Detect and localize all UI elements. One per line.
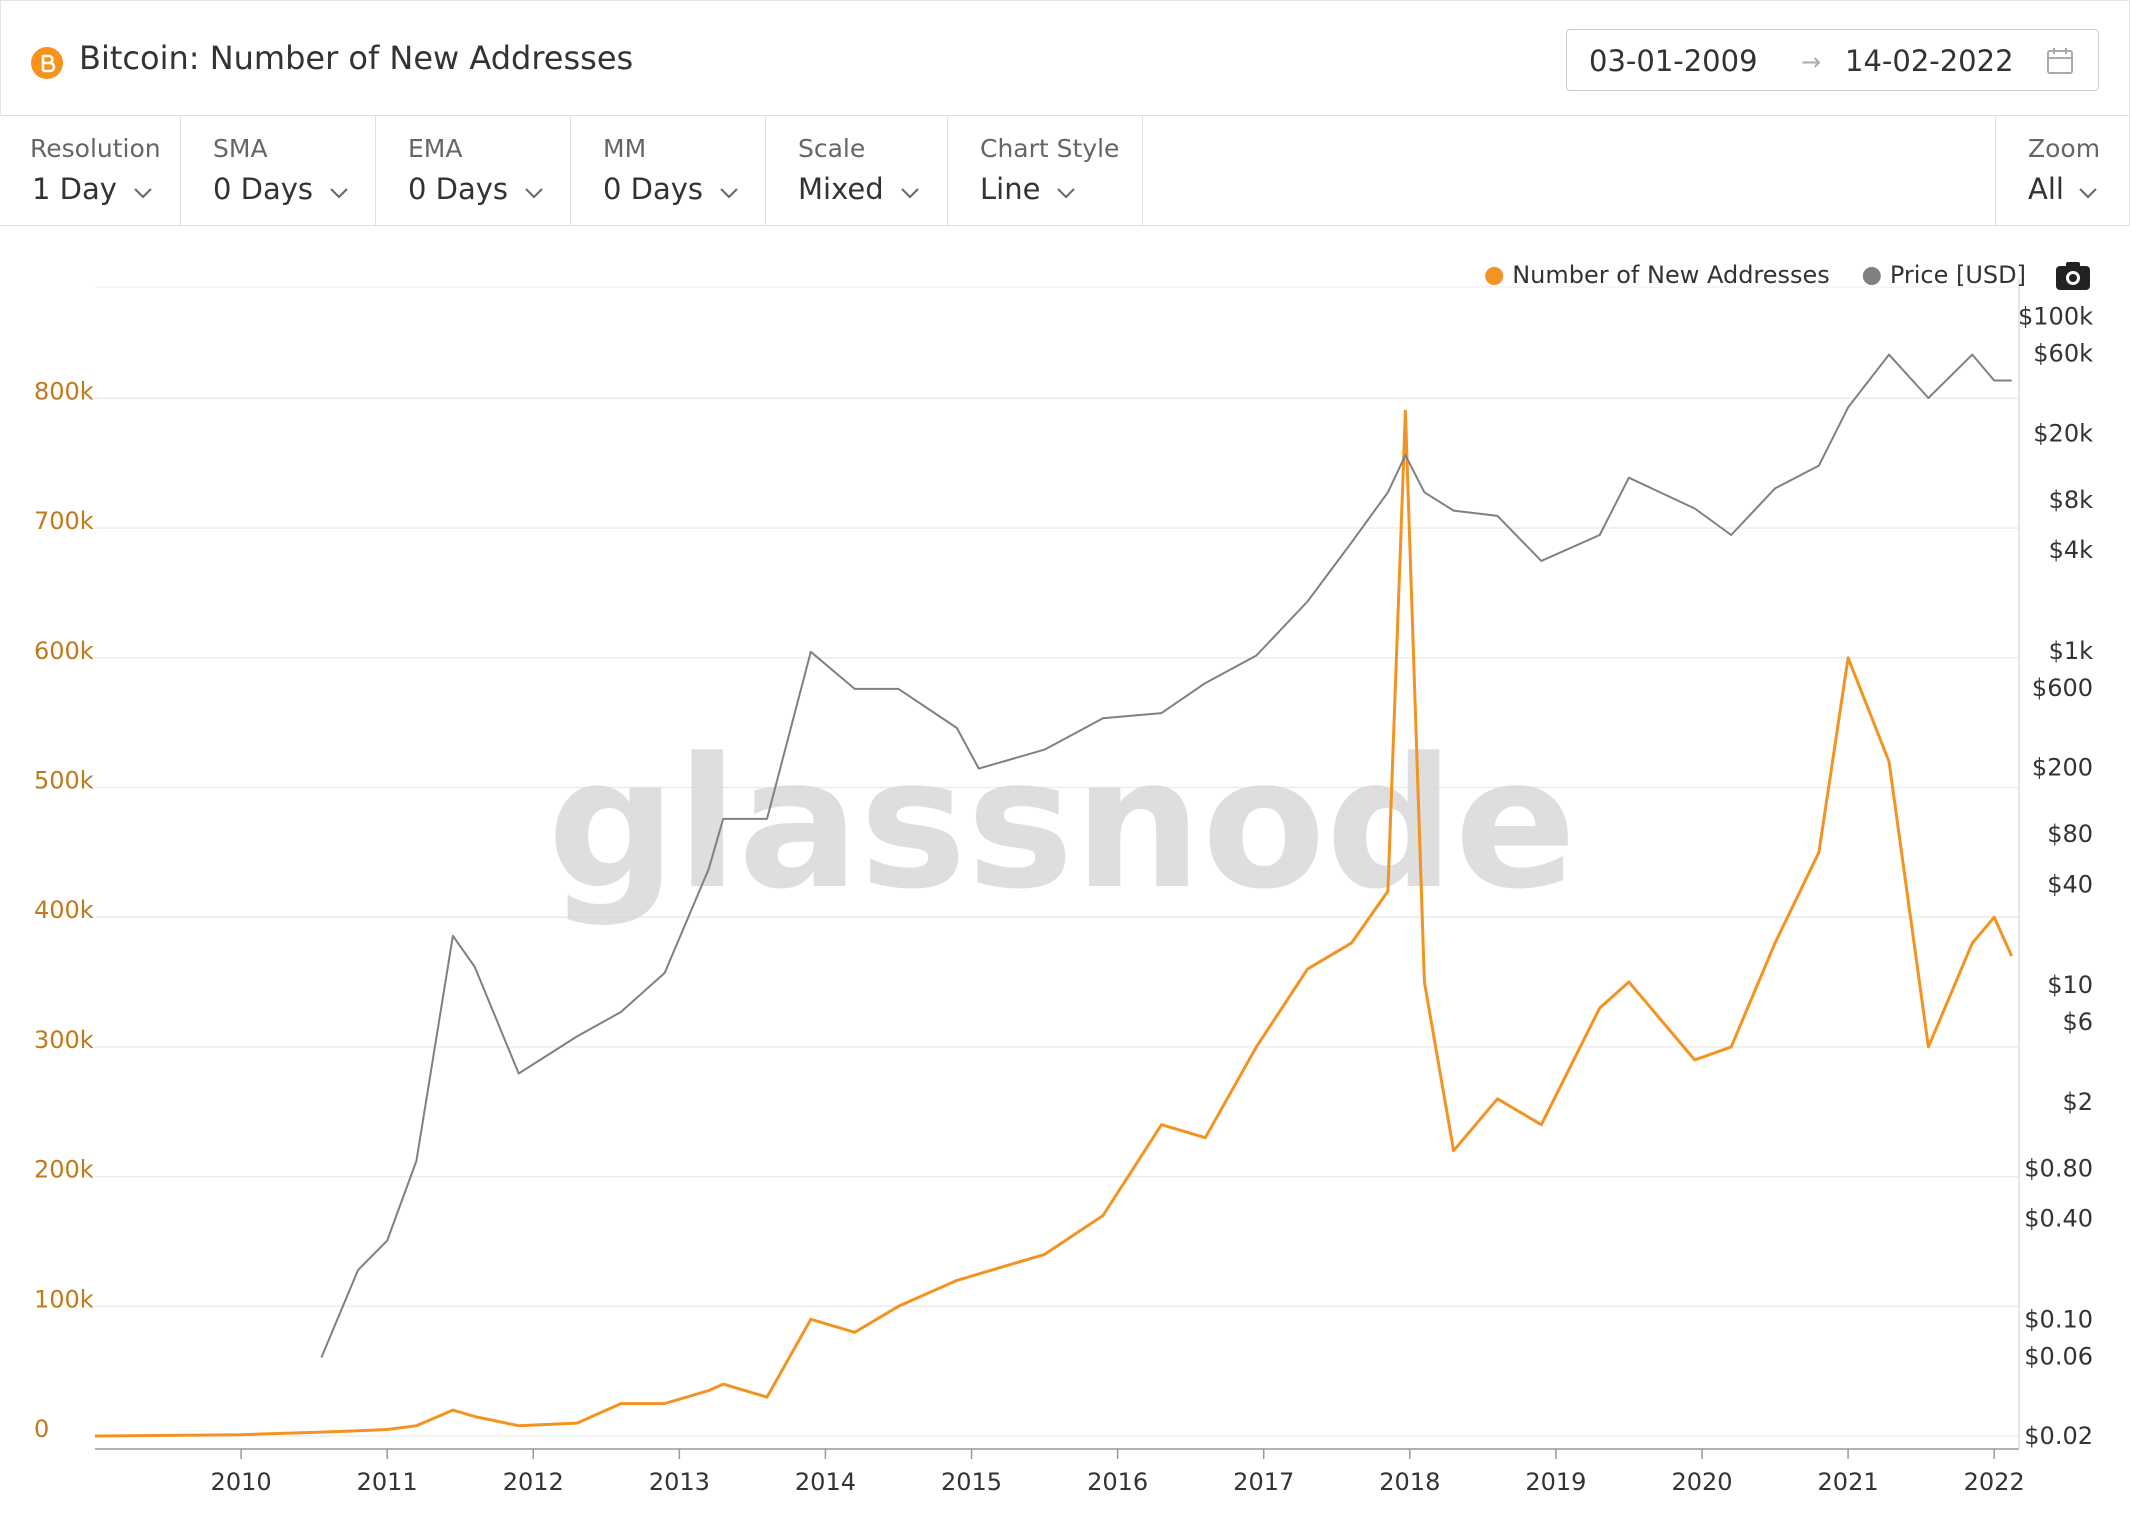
control[interactable]: MM 0 Days <box>571 116 766 225</box>
y2-tick-label: $20k <box>2033 419 2093 447</box>
chevron-path <box>2079 188 2097 199</box>
y2-tick-label: $0.02 <box>2024 1422 2093 1450</box>
y2-tick-label: $6 <box>2062 1008 2093 1036</box>
chevron <box>525 188 543 199</box>
x-tick-label: 2018 <box>1379 1468 1440 1496</box>
x-tick-label: 2013 <box>649 1468 710 1496</box>
chevron-path <box>1057 188 1076 199</box>
control[interactable]: Scale Mixed <box>766 116 948 225</box>
control-label: EMA <box>408 134 463 163</box>
title: Bitcoin: Number of New Addresses <box>79 39 634 77</box>
control-value: Mixed <box>798 172 884 206</box>
x-tick-label: 2014 <box>795 1468 856 1496</box>
control-label: Scale <box>798 134 866 163</box>
header: Bitcoin: Number of New Addresses 03-01-2… <box>0 0 2130 116</box>
x-tick-label: 2012 <box>503 1468 564 1496</box>
control-value: All <box>2028 172 2064 206</box>
y2-tick-label: $0.40 <box>2024 1205 2093 1233</box>
series-line <box>320 353 2012 1358</box>
legend-swatch <box>1862 267 1881 285</box>
date-range[interactable]: 03-01-2009 → 14-02-2022 <box>1566 29 2099 91</box>
y-tick-label: 600k <box>34 637 94 665</box>
bitcoin-logo <box>31 47 63 79</box>
chevron <box>330 188 348 199</box>
y-tick-label: 700k <box>34 507 94 535</box>
y2-tick-label: $10 <box>2047 971 2093 999</box>
control-label: Zoom <box>2028 134 2101 163</box>
watermark: glassnode <box>547 720 1576 929</box>
control-label: SMA <box>213 134 268 163</box>
y2-tick-label: $60k <box>2033 340 2093 368</box>
control[interactable]: EMA 0 Days <box>376 116 571 225</box>
y2-tick-label: $40 <box>2047 870 2093 898</box>
y2-tick-label: $0.06 <box>2024 1342 2093 1370</box>
chevron-path <box>900 188 919 199</box>
x-tick-label: 2011 <box>357 1468 418 1496</box>
y-tick-label: 300k <box>34 1026 94 1054</box>
y-tick-label: 500k <box>34 766 94 794</box>
x-tick-label: 2020 <box>1671 1468 1732 1496</box>
control[interactable]: Chart Style Line <box>948 116 1143 225</box>
y2-tick-label: $100k <box>2018 303 2093 331</box>
y-tick-label: 0 <box>34 1415 49 1443</box>
controls: Resolution 1 Day SMA 0 Days EMA 0 Days MM 0 Day… <box>0 116 2130 226</box>
control-label: Resolution <box>30 134 161 163</box>
chevron-path <box>720 188 738 199</box>
chevron-path <box>134 188 152 199</box>
date-arrow: → <box>1801 48 1822 76</box>
legend-label[interactable]: Number of New Addresses <box>1512 261 1830 289</box>
y-tick-label: 800k <box>34 377 94 405</box>
x-tick-label: 2022 <box>1964 1468 2025 1496</box>
legend-swatch <box>1485 267 1504 285</box>
chevron <box>2079 188 2097 199</box>
y2-tick-label: $1k <box>2049 637 2094 665</box>
x-tick-label: 2017 <box>1233 1468 1294 1496</box>
camera-icon[interactable] <box>2056 262 2090 290</box>
chart: 0 100k 200k 300k 400k 500k 600k 700k 800k $100k $6… <box>34 261 2094 1496</box>
chevron <box>134 188 152 199</box>
control-label: MM <box>603 134 647 163</box>
control-value: 0 Days <box>213 172 314 206</box>
date-from[interactable]: 03-01-2009 <box>1589 44 1758 78</box>
y2-tick-label: $0.10 <box>2024 1305 2093 1333</box>
y2-tick-label: $0.80 <box>2024 1154 2093 1182</box>
control-label: Chart Style <box>980 134 1120 163</box>
chevron-path <box>525 188 543 199</box>
control[interactable]: SMA 0 Days <box>181 116 376 225</box>
chevron <box>1057 188 1076 199</box>
y-tick-label: 200k <box>34 1156 94 1184</box>
chevron-path <box>330 188 348 199</box>
y2-tick-label: $200 <box>2032 754 2093 782</box>
x-tick-label: 2021 <box>1818 1468 1879 1496</box>
calendar-icon[interactable] <box>2045 46 2075 76</box>
y-tick-label: 400k <box>34 896 94 924</box>
y2-tick-label: $80 <box>2047 820 2093 848</box>
x-tick-label: 2019 <box>1525 1468 1586 1496</box>
y2-tick-label: $8k <box>2049 486 2094 514</box>
y-tick-label: 100k <box>34 1285 94 1313</box>
legend-label[interactable]: Price [USD] <box>1890 261 2026 289</box>
control-value: 1 Day <box>32 172 117 206</box>
date-to[interactable]: 14-02-2022 <box>1845 44 2014 78</box>
x-tick-label: 2010 <box>211 1468 272 1496</box>
series-line <box>94 409 2014 1438</box>
zoom-control[interactable]: Zoom All <box>1995 116 2130 225</box>
x-tick-label: 2016 <box>1087 1468 1148 1496</box>
control-value: 0 Days <box>603 172 704 206</box>
y2-tick-label: $600 <box>2032 674 2093 702</box>
x-tick-label: 2015 <box>941 1468 1002 1496</box>
control-value: 0 Days <box>408 172 509 206</box>
y2-tick-label: $4k <box>2049 536 2094 564</box>
chevron <box>900 188 919 199</box>
chevron <box>720 188 738 199</box>
control-value: Line <box>980 172 1041 206</box>
control[interactable]: Resolution 1 Day <box>0 116 181 225</box>
y2-tick-label: $2 <box>2062 1088 2093 1116</box>
